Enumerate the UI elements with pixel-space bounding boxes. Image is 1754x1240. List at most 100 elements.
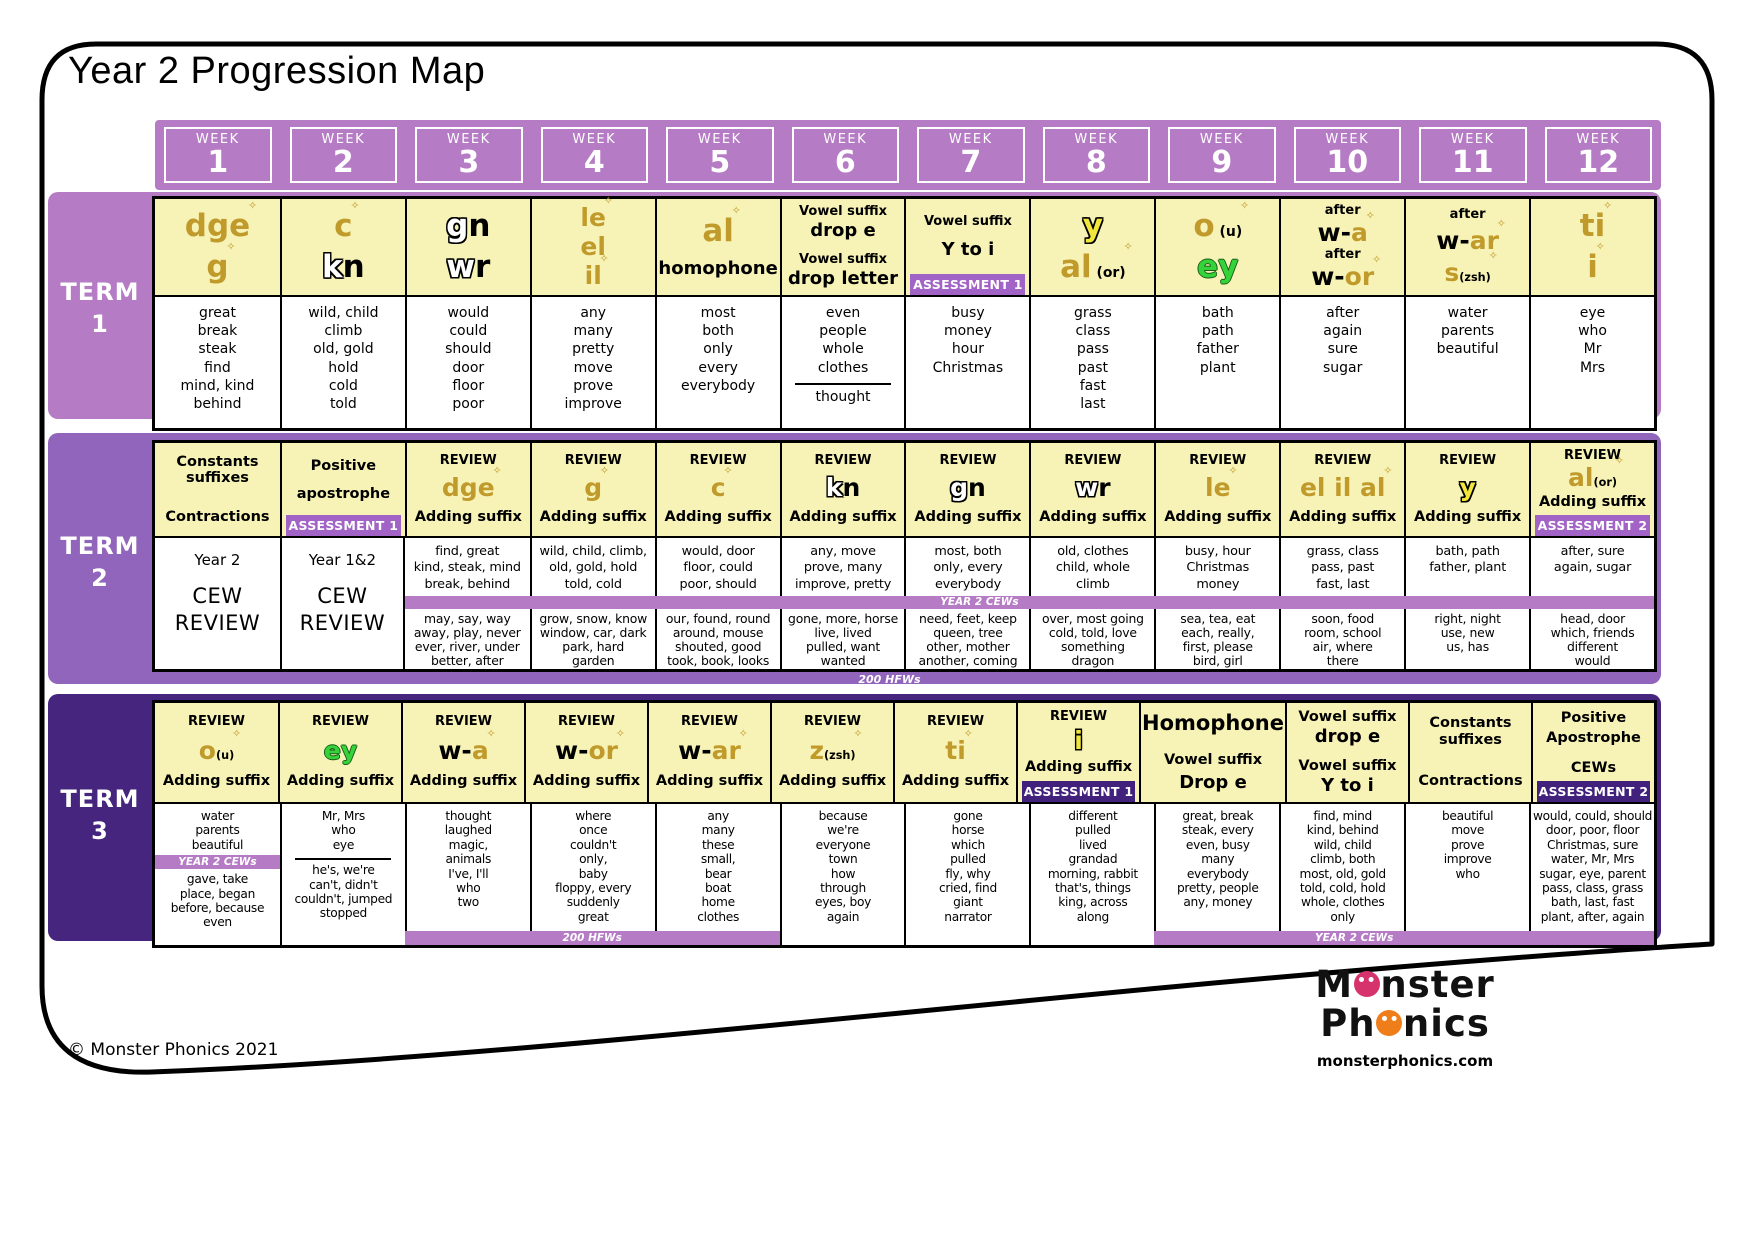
grapheme-line: ey: [1197, 251, 1238, 284]
grapheme-segment: Adding suffix: [664, 508, 772, 525]
grapheme-segment: Y to i: [1321, 775, 1374, 797]
word-line: class: [1075, 323, 1111, 340]
grapheme-segment: le: [580, 202, 606, 232]
word-line: place, began: [179, 886, 255, 901]
word-line: Mr: [1583, 341, 1602, 358]
phoneme-cell: REVIEW i Adding suffix ASSESSMENT 1: [1016, 703, 1139, 802]
word-line: again, sugar: [1553, 560, 1632, 576]
word-cell: would, could, should door, poor, floor Chr…: [1529, 804, 1654, 945]
words-row: water parents beautiful YEAR 2 CEWs gave, ta…: [155, 804, 1654, 945]
word-line: any, money: [1183, 895, 1253, 910]
word-column: find, great kind, steak, mind break, behin…: [404, 538, 530, 669]
word-line: floor: [452, 377, 485, 394]
word-cell: because we're everyone town how through eyes, …: [779, 804, 905, 945]
word-line: prove: [573, 377, 614, 394]
grapheme-segment: w-: [1436, 225, 1470, 255]
grapheme-line: Adding suffix: [779, 773, 886, 790]
word-line: old, clothes: [1057, 544, 1129, 559]
grapheme-segment: homophone: [658, 258, 778, 280]
word-line: head, door: [1560, 611, 1625, 626]
word-line: right, night: [1434, 611, 1501, 626]
word-line: bath, path: [1435, 544, 1500, 559]
phoneme-cell: Homophone Vowel suffix Drop e: [1139, 703, 1285, 802]
word-line: soon, food: [1311, 611, 1375, 626]
word-line: lived: [1079, 837, 1107, 852]
word-line: kind, steak, mind: [413, 560, 521, 576]
word-line: another, coming: [918, 653, 1018, 669]
grapheme-segment: Y to i: [941, 239, 995, 261]
word-line: garden: [571, 653, 615, 669]
word-line: Year 2: [194, 551, 241, 569]
phoneme-cell: y al (or): [1029, 199, 1154, 295]
grapheme-line: REVIEW: [440, 453, 497, 468]
phoneme-cell: Constants suffixes Contractions: [1407, 703, 1531, 802]
word-cell: bath path father plant: [1154, 297, 1279, 429]
grapheme-line: drop e: [1315, 727, 1381, 747]
grapheme-segment: (zsh): [1459, 270, 1491, 284]
grapheme-segment: Adding suffix: [1164, 508, 1272, 525]
grapheme-segment: el il al: [1299, 472, 1386, 502]
grapheme-segment: w-: [1317, 217, 1351, 247]
phoneme-cell: REVIEW el il al Adding suffix: [1279, 443, 1404, 536]
grapheme-segment: drop letter: [788, 267, 898, 289]
grapheme-segment: drop e: [810, 219, 876, 241]
grapheme-segment: a: [1351, 217, 1368, 247]
word-cell: different pulled lived grandad morning, rabb…: [1029, 804, 1154, 945]
word-line: most, old, gold: [1299, 866, 1387, 881]
cew-divider-bar: [904, 596, 1030, 609]
word-line: home: [701, 895, 735, 910]
assessment-banner: ASSESSMENT 1: [910, 274, 1026, 295]
strip-label: 200 HFWs: [858, 672, 921, 686]
grapheme-line: REVIEW: [927, 715, 984, 729]
word-line: everyone: [815, 837, 871, 852]
word-line: past: [1077, 359, 1108, 376]
grapheme-segment: REVIEW: [1439, 452, 1497, 468]
word-line: clothes: [817, 359, 869, 376]
grapheme-segment: w: [1075, 472, 1099, 502]
word-line: Christmas: [932, 359, 1004, 376]
week-box: WEEK 12: [1544, 127, 1652, 183]
week-cell: WEEK 11: [1410, 120, 1536, 190]
word-line: told: [329, 395, 357, 412]
grapheme-segment: after: [1449, 206, 1486, 222]
copyright-text: © Monster Phonics 2021: [68, 1040, 279, 1060]
word-line: through: [820, 880, 866, 895]
word-line: Mr, Mrs: [321, 809, 365, 823]
word-line: door: [452, 359, 485, 376]
week-cell: WEEK 7: [908, 120, 1034, 190]
word-cell: find, mind kind, behind wild, child climb, …: [1279, 804, 1404, 945]
word-line: move: [1451, 823, 1485, 838]
word-line: people: [819, 323, 867, 340]
grapheme-segment: REVIEW: [1314, 452, 1372, 468]
week-number: 1: [207, 145, 229, 180]
word-column: bath, path father, plant right, night use, …: [1404, 538, 1530, 669]
cew-divider-bar: [1279, 596, 1405, 609]
word-cell: most both only every everybody: [654, 297, 780, 429]
word-line: may, say, way: [423, 611, 511, 626]
word-line: sugar, eye, parent: [1539, 866, 1646, 881]
word-line: any, move: [810, 544, 876, 559]
word-line: fast, last: [1316, 576, 1370, 592]
word-line: busy: [951, 305, 985, 321]
word-line: can't, didn't: [309, 877, 378, 892]
word-column: would, door floor, could poor, should our, …: [654, 538, 780, 669]
grapheme-segment: Contractions: [1418, 773, 1523, 790]
phoneme-cell: REVIEW dge Adding suffix: [404, 443, 530, 536]
word-line: these: [701, 837, 735, 852]
word-cell-upper: busy, hour Christmas money: [1154, 538, 1279, 596]
week-cell: WEEK 1: [155, 120, 281, 190]
word-line: find, mind: [1313, 809, 1372, 823]
week-word-label: WEEK: [823, 132, 868, 147]
week-number: 9: [1211, 145, 1233, 180]
word-line: floor, could: [683, 560, 753, 576]
grapheme-segment: or: [1344, 261, 1375, 291]
word-line: over, most going: [1041, 611, 1144, 626]
grapheme-segment: k: [825, 472, 843, 502]
grapheme-segment: Vowel suffix: [799, 252, 888, 268]
week-box: WEEK 2: [289, 127, 397, 183]
word-line: mind, kind: [180, 377, 255, 394]
word-line: better, after: [431, 653, 504, 669]
phoneme-cell: REVIEW ey Adding suffix: [278, 703, 401, 802]
